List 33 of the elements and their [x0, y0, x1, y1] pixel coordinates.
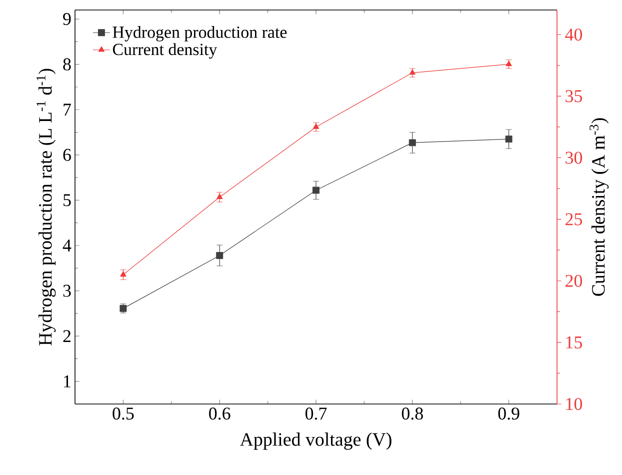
y-tick-label: 1 — [64, 375, 70, 388]
point — [505, 136, 512, 143]
y2-tick-label: 10 — [566, 398, 582, 410]
x-tick-label: 0.6 — [209, 408, 230, 420]
legend-label: Hydrogen production rate — [112, 26, 287, 42]
y2-tick-label: 15 — [566, 336, 582, 348]
y-tick-label: 4 — [62, 240, 72, 252]
y-tick-label: 5 — [64, 194, 71, 206]
y-tick-label: 6 — [63, 148, 71, 161]
point — [312, 123, 320, 129]
legend-label: Current density — [112, 43, 218, 59]
y-tick-label: 7 — [64, 104, 71, 116]
point — [216, 252, 224, 259]
y2-axis-title: Current density (A m$^{-3}$) — [590, 118, 609, 296]
y-tick-label: 2 — [63, 330, 70, 342]
y2-tick-label: 30 — [566, 152, 582, 164]
y2-tick-label: 20 — [566, 274, 582, 287]
y-tick-label: 9 — [63, 13, 71, 26]
x-tick-label: 0.9 — [498, 408, 520, 420]
y2-tick-label: 35 — [566, 90, 582, 102]
x-tick-label: 0.7 — [305, 408, 327, 420]
x-tick-label: 0.8 — [402, 408, 423, 420]
y2-tick-label: 25 — [566, 213, 582, 226]
x-tick-label: 0.5 — [112, 408, 134, 420]
point — [409, 69, 416, 75]
x-axis-title: Applied voltage (V) — [240, 432, 392, 450]
y-axis-title: Hydrogen production rate (L L$^{-1}$ d$^{-1}$) — [36, 68, 56, 346]
y-tick-label: 3 — [63, 284, 71, 297]
point — [216, 194, 223, 200]
y-tick-label: 8 — [63, 58, 71, 70]
point — [408, 139, 416, 146]
y2-tick-label: 40 — [565, 28, 582, 41]
point — [312, 186, 320, 194]
